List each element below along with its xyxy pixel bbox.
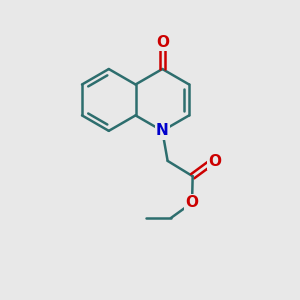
Text: N: N [156,123,169,138]
Text: O: O [186,195,199,210]
Text: O: O [156,35,169,50]
Text: O: O [208,154,221,169]
